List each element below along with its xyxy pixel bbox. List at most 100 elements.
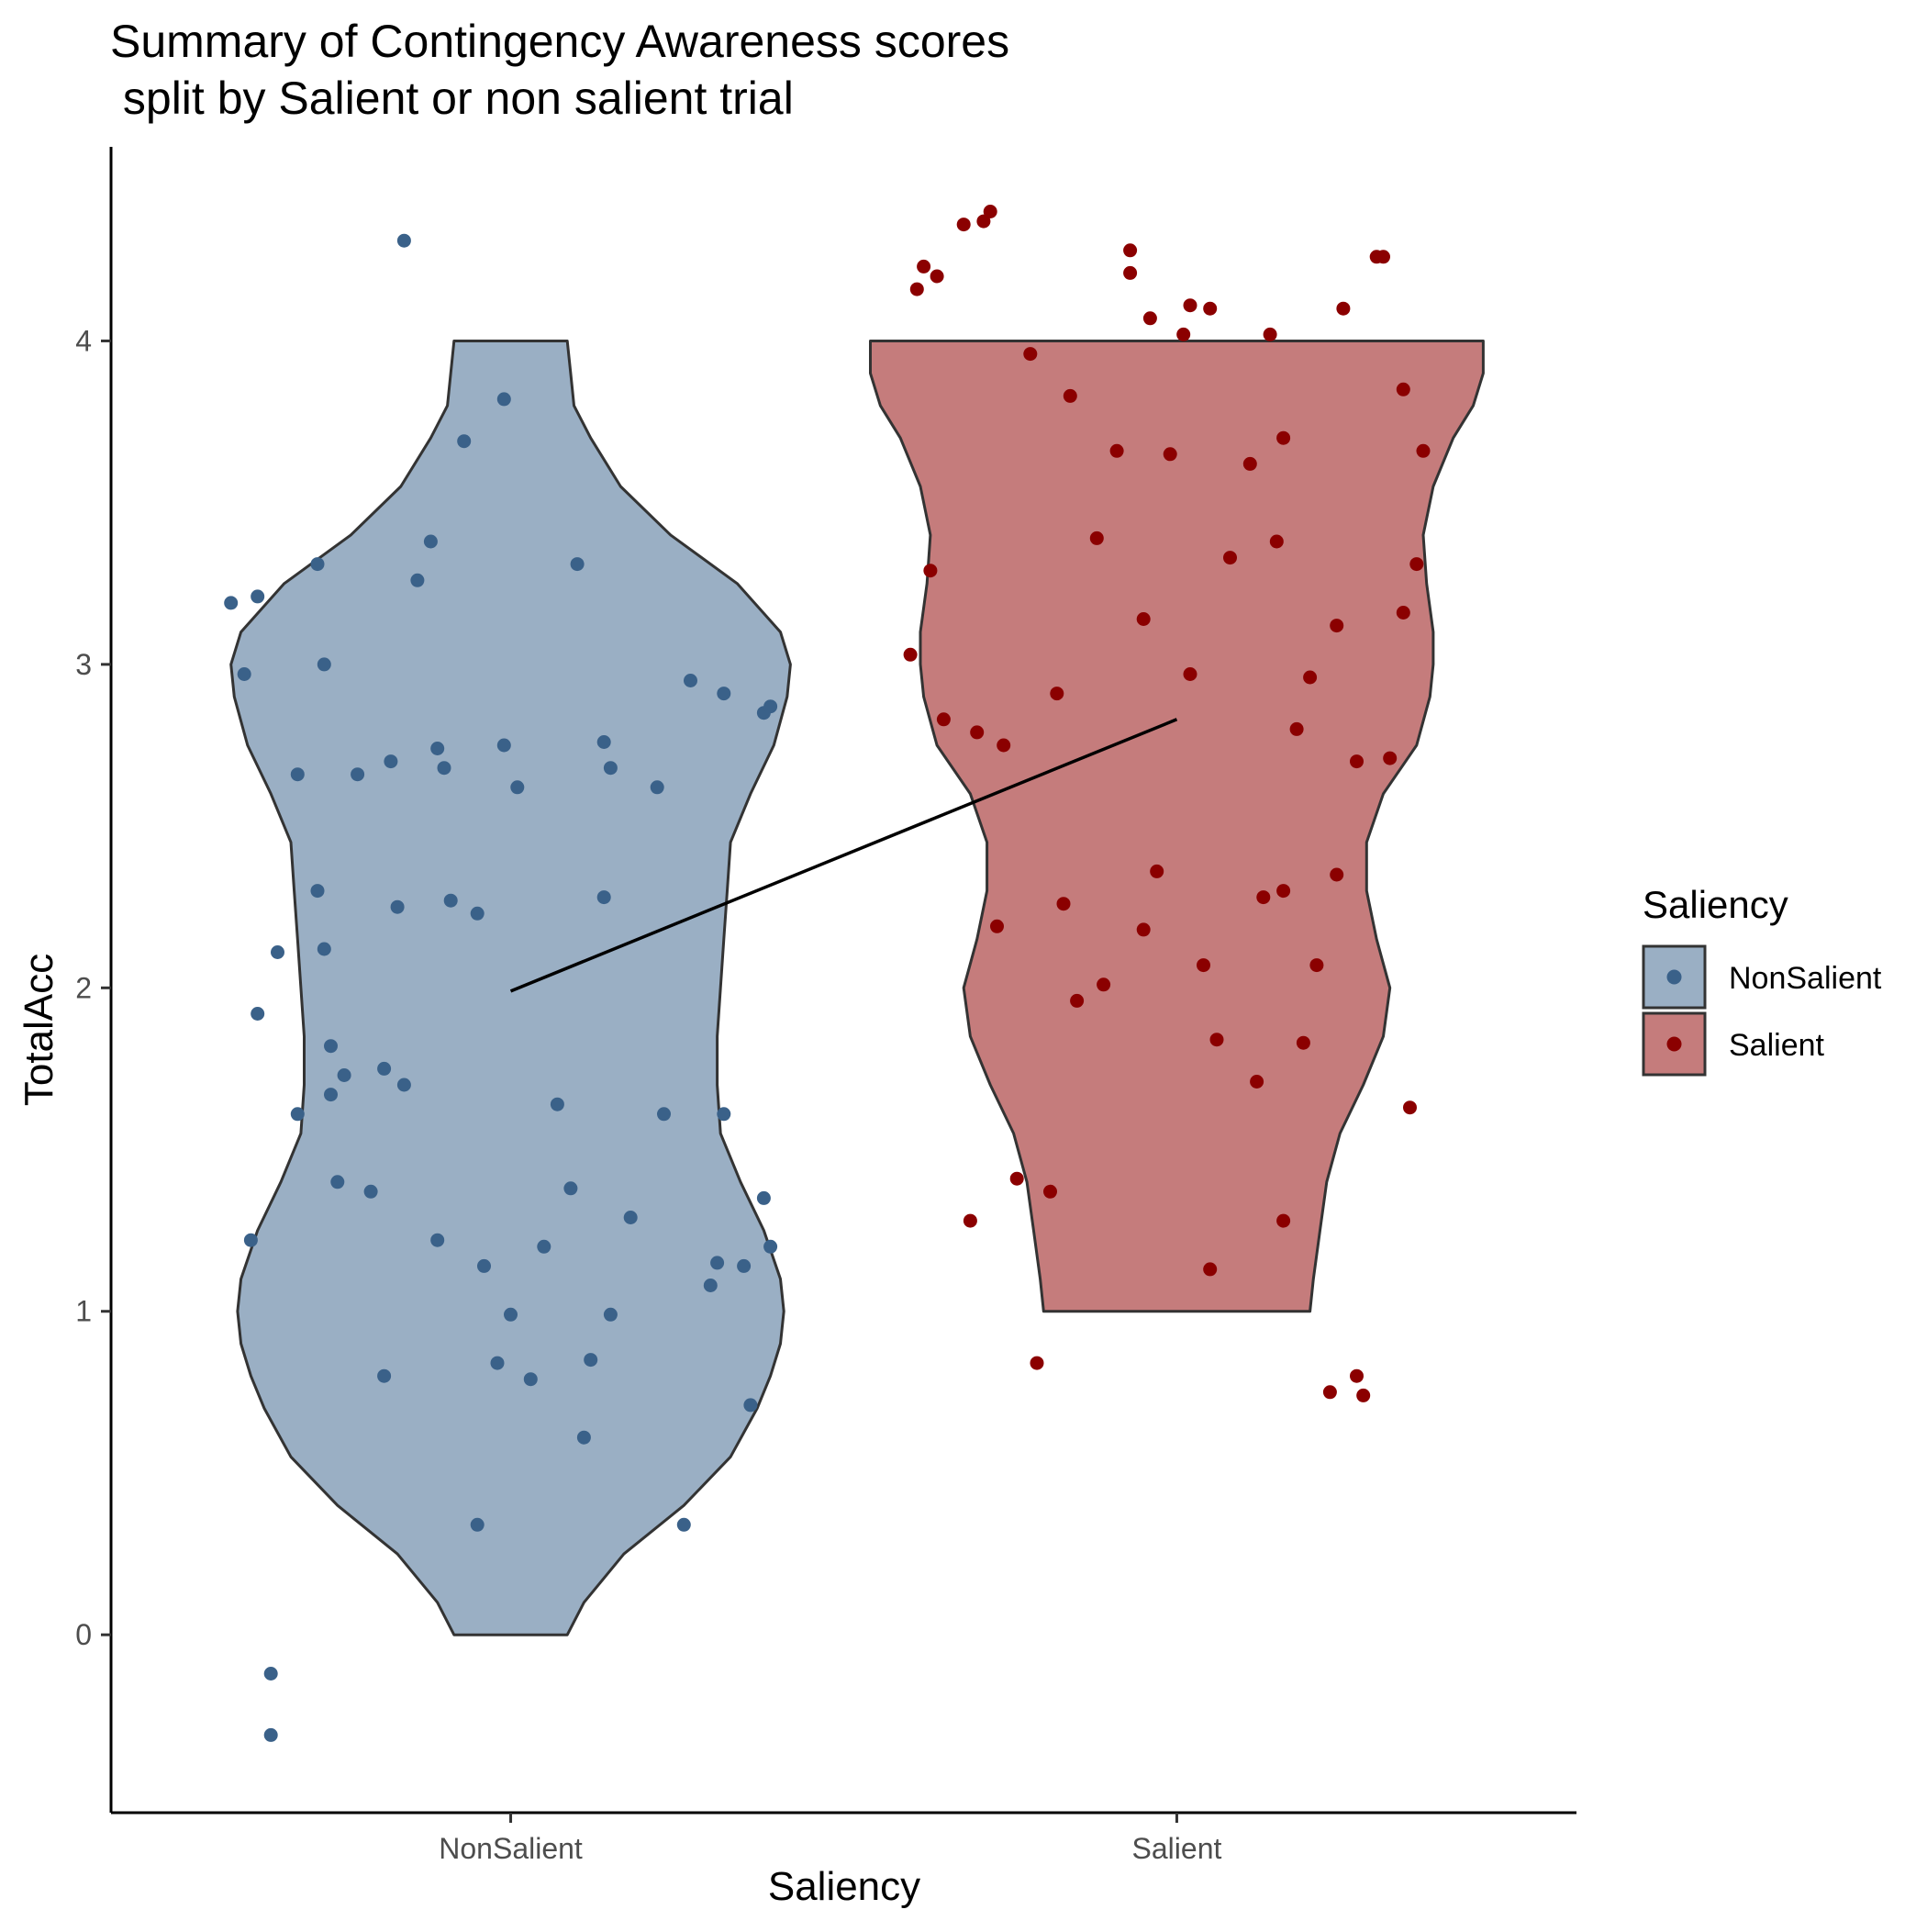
legend-point-salient	[1666, 1036, 1682, 1052]
data-point-salient	[1056, 897, 1071, 911]
data-point-nonsalient	[457, 434, 472, 449]
data-point-salient	[1309, 958, 1324, 973]
data-point-nonsalient	[504, 1307, 518, 1322]
data-point-nonsalient	[351, 767, 365, 782]
data-point-salient	[1150, 864, 1164, 878]
data-point-nonsalient	[251, 589, 265, 604]
data-point-nonsalient	[570, 557, 585, 572]
data-point-nonsalient	[396, 233, 411, 248]
data-point-salient	[936, 712, 951, 727]
data-point-nonsalient	[576, 1430, 591, 1445]
data-point-nonsalient	[763, 699, 778, 714]
data-point-nonsalient	[310, 557, 325, 572]
data-point-salient	[1330, 619, 1344, 633]
data-point-salient	[1383, 751, 1398, 765]
data-point-salient	[1176, 327, 1191, 341]
data-point-salient	[1209, 1033, 1224, 1047]
data-point-salient	[1336, 301, 1351, 316]
data-point-nonsalient	[623, 1211, 638, 1224]
data-point-salient	[903, 647, 918, 662]
data-point-nonsalient	[603, 761, 618, 776]
violin-salient	[869, 340, 1485, 1313]
legend-label-nonsalient: NonSalient	[1729, 961, 1882, 996]
data-point-nonsalient	[523, 1372, 538, 1387]
legend-title: Saliency	[1643, 883, 1788, 926]
data-point-salient	[1322, 1385, 1337, 1400]
data-point-salient	[1123, 265, 1138, 280]
data-point-salient	[1063, 388, 1077, 403]
data-point-nonsalient	[271, 945, 284, 959]
y-tick-label: 2	[75, 971, 92, 1004]
y-axis-title: TotalAcc	[17, 954, 61, 1106]
data-point-nonsalient	[363, 1184, 378, 1199]
data-point-nonsalient	[717, 687, 731, 701]
data-point-nonsalient	[243, 1233, 258, 1247]
data-point-salient	[1163, 447, 1177, 462]
data-point-salient	[1030, 1356, 1044, 1370]
data-point-salient	[909, 282, 924, 296]
data-point-salient	[1276, 884, 1291, 899]
data-point-salient	[1183, 298, 1197, 313]
data-point-salient	[1303, 670, 1318, 685]
plot-area: 0 1 2 3 4 NonSalient Salient	[75, 147, 1576, 1865]
data-point-nonsalient	[496, 392, 511, 407]
data-point-nonsalient	[263, 1727, 278, 1742]
data-point-salient	[1136, 612, 1151, 626]
data-point-salient	[917, 259, 931, 274]
data-point-salient	[1089, 530, 1104, 545]
mean-trend-line	[509, 718, 1178, 993]
data-point-nonsalient	[237, 667, 251, 681]
data-point-nonsalient	[290, 1107, 305, 1122]
data-point-salient	[1263, 327, 1277, 341]
data-point-salient	[976, 214, 991, 229]
data-point-nonsalient	[290, 767, 305, 782]
data-point-salient	[1142, 311, 1157, 326]
data-point-salient	[983, 205, 997, 218]
data-point-salient	[1043, 1184, 1057, 1199]
data-point-salient	[1416, 443, 1431, 458]
data-point-salient	[1250, 1075, 1264, 1089]
data-point-nonsalient	[330, 1175, 345, 1189]
data-point-nonsalient	[603, 1307, 618, 1322]
data-point-salient	[1276, 430, 1291, 445]
data-point-salient	[1396, 606, 1410, 620]
data-point-nonsalient	[657, 1107, 671, 1122]
data-point-nonsalient	[390, 899, 405, 914]
data-point-salient	[923, 564, 938, 578]
data-point-salient	[997, 738, 1011, 753]
data-point-nonsalient	[317, 942, 331, 956]
data-point-salient	[1403, 1100, 1417, 1115]
y-tick-label: 3	[75, 648, 92, 681]
data-point-salient	[970, 725, 985, 740]
data-point-salient	[990, 919, 1004, 933]
data-point-nonsalient	[763, 1239, 778, 1254]
data-point-nonsalient	[537, 1239, 551, 1254]
data-point-salient	[963, 1213, 977, 1228]
data-point-nonsalient	[477, 1258, 491, 1273]
data-point-nonsalient	[596, 735, 611, 749]
data-point-nonsalient	[377, 1368, 392, 1383]
legend: Saliency NonSalient Salient	[1642, 883, 1882, 1077]
data-point-nonsalient	[563, 1181, 578, 1196]
data-point-nonsalient	[650, 780, 664, 795]
y-tick-label: 0	[75, 1618, 92, 1651]
data-point-salient	[1203, 301, 1218, 316]
chart-title-line-2: split by Salient or non salient trial	[110, 73, 794, 124]
data-point-nonsalient	[490, 1356, 505, 1370]
data-point-salient	[1269, 534, 1284, 549]
data-point-nonsalient	[430, 1233, 445, 1247]
data-point-salient	[1396, 382, 1410, 396]
legend-point-nonsalient	[1666, 969, 1682, 985]
data-point-salient	[1097, 977, 1111, 992]
data-point-nonsalient	[396, 1078, 411, 1092]
data-point-nonsalient	[510, 780, 525, 795]
chart-title-line-1: Summary of Contingency Awareness scores	[110, 16, 1009, 67]
data-point-salient	[1070, 993, 1085, 1008]
data-point-salient	[1050, 687, 1064, 701]
data-point-nonsalient	[317, 657, 331, 672]
x-tick-label: NonSalient	[439, 1832, 583, 1865]
data-point-nonsalient	[224, 596, 239, 610]
data-point-salient	[956, 218, 971, 232]
x-tick-label: Salient	[1132, 1832, 1222, 1865]
data-point-nonsalient	[743, 1398, 758, 1413]
